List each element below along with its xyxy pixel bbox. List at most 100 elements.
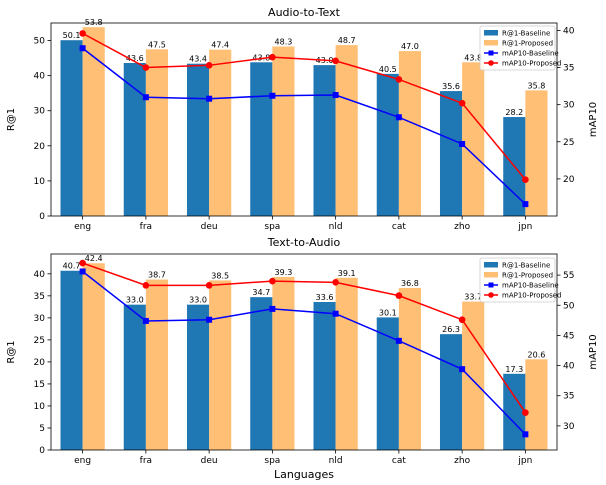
data-label: 43.6: [126, 54, 144, 63]
legend-label: R@1-Baseline: [502, 262, 550, 270]
point-map10-baseline-jpn: [522, 201, 529, 208]
legend-swatch: [484, 40, 498, 46]
bar-r-1-baseline-spa: [250, 62, 273, 216]
data-label: 36.8: [401, 279, 419, 288]
point-map10-proposed-deu: [205, 282, 213, 289]
legend-box: [479, 257, 556, 303]
y-tick-label: 30: [34, 107, 46, 117]
line-map10-baseline: [82, 47, 526, 205]
point-map10-baseline-zho: [459, 140, 466, 147]
data-label: 38.5: [211, 271, 229, 280]
legend-swatch: [484, 30, 498, 36]
x-tick-label: deu: [201, 456, 218, 466]
chart-title: Audio-to-Text: [268, 6, 341, 19]
point-map10-baseline-zho: [459, 366, 466, 373]
y-tick-label: 40: [34, 270, 46, 280]
bar-r-1-baseline-jpn: [503, 373, 526, 450]
point-map10-baseline-deu: [206, 95, 213, 102]
legend-swatch: [484, 262, 498, 268]
bar-r-1-baseline-nld: [313, 302, 336, 450]
point-map10-baseline-eng: [79, 268, 86, 275]
bar-r-1-baseline-zho: [439, 91, 463, 216]
bar-r-1-baseline-zho: [439, 334, 463, 450]
data-label: 40.5: [379, 65, 397, 74]
point-map10-baseline-jpn: [522, 431, 529, 438]
bar-r-1-baseline-fra: [123, 304, 146, 450]
point-map10-proposed-fra: [142, 282, 150, 289]
legend-label: R@1-Proposed: [502, 272, 553, 280]
y-right-tick-label: 35: [563, 64, 574, 74]
y-tick-label: 10: [34, 177, 46, 187]
data-label: 48.3: [275, 38, 293, 47]
data-label: 33.7: [464, 293, 482, 302]
x-tick-label: cat: [392, 222, 406, 232]
bar-r-1-baseline-deu: [186, 304, 210, 450]
data-label: 43.4: [189, 55, 207, 64]
data-label: 33.6: [316, 293, 334, 302]
data-label: 35.8: [528, 81, 546, 90]
data-label: 47.5: [148, 40, 166, 49]
legend-label: mAP10-Baseline: [502, 50, 559, 58]
legend-marker: [488, 50, 494, 56]
y-tick-label: 20: [34, 358, 46, 368]
chart-title: Text-to-Audio: [267, 236, 341, 249]
legend: R@1-Baseline R@1-Proposed mAP10-Baseline mA…: [479, 25, 562, 71]
legend: R@1-Baseline R@1-Proposed mAP10-Baseline mA…: [479, 257, 562, 303]
x-tick-label: eng: [74, 222, 91, 232]
data-label: 34.7: [252, 288, 270, 297]
y-right-tick-label: 50: [563, 301, 575, 311]
line-map10-baseline: [82, 270, 526, 435]
y-tick-label: 15: [34, 380, 45, 390]
y-axis-label: R@1: [6, 340, 17, 363]
point-map10-baseline-cat: [395, 337, 402, 344]
y-right-tick-label: 45: [563, 331, 574, 341]
legend-label: R@1-Proposed: [502, 40, 553, 48]
data-label: 43.8: [252, 53, 270, 62]
point-map10-proposed-deu: [205, 62, 213, 69]
y-tick-label: 25: [34, 336, 45, 346]
bar-r-1-proposed-cat: [398, 51, 422, 217]
bar-r-1-proposed-zho: [462, 301, 485, 450]
y-tick-label: 0: [39, 446, 45, 456]
bar-r-1-proposed-jpn: [525, 359, 548, 450]
point-map10-proposed-zho: [458, 99, 466, 107]
point-map10-proposed-fra: [142, 64, 150, 71]
point-map10-proposed-cat: [395, 292, 403, 299]
bar-r-1-proposed-deu: [209, 49, 232, 216]
x-tick-label: fra: [140, 222, 152, 232]
bar-r-1-proposed-eng: [82, 263, 105, 450]
y-right-tick-label: 55: [563, 271, 574, 281]
y-right-tick-label: 40: [563, 26, 575, 36]
x-tick-label: zho: [454, 222, 470, 232]
x-tick-label: fra: [140, 456, 152, 466]
x-tick-label: deu: [201, 222, 218, 232]
bar-r-1-proposed-spa: [272, 46, 295, 216]
legend-label: mAP10-Proposed: [502, 292, 562, 300]
x-tick-label: eng: [74, 456, 91, 466]
data-label: 28.2: [505, 108, 523, 117]
bar-r-1-proposed-deu: [209, 280, 232, 450]
point-map10-baseline-fra: [142, 94, 149, 101]
y-axis-label: R@1: [6, 108, 17, 131]
bar-r-1-baseline-eng: [60, 40, 83, 216]
y-tick-label: 5: [39, 424, 45, 434]
data-label: 26.3: [442, 325, 460, 334]
y-tick-label: 35: [34, 292, 45, 302]
data-label: 42.4: [85, 254, 103, 263]
bar-r-1-proposed-cat: [398, 287, 422, 450]
legend-box: [479, 25, 556, 71]
bar-r-1-proposed-fra: [145, 279, 169, 450]
point-map10-baseline-eng: [79, 45, 86, 52]
y-right-axis-label: mAP10: [588, 102, 599, 137]
data-label: 33.0: [126, 296, 144, 305]
legend-marker: [488, 292, 494, 298]
data-label: 40.7: [63, 262, 81, 271]
x-tick-label: jpn: [517, 222, 532, 232]
point-map10-baseline-spa: [269, 305, 276, 312]
point-map10-proposed-nld: [332, 57, 339, 65]
data-label: 20.6: [528, 350, 546, 359]
data-label: 43.8: [464, 53, 482, 62]
bar-r-1-proposed-fra: [145, 49, 169, 217]
